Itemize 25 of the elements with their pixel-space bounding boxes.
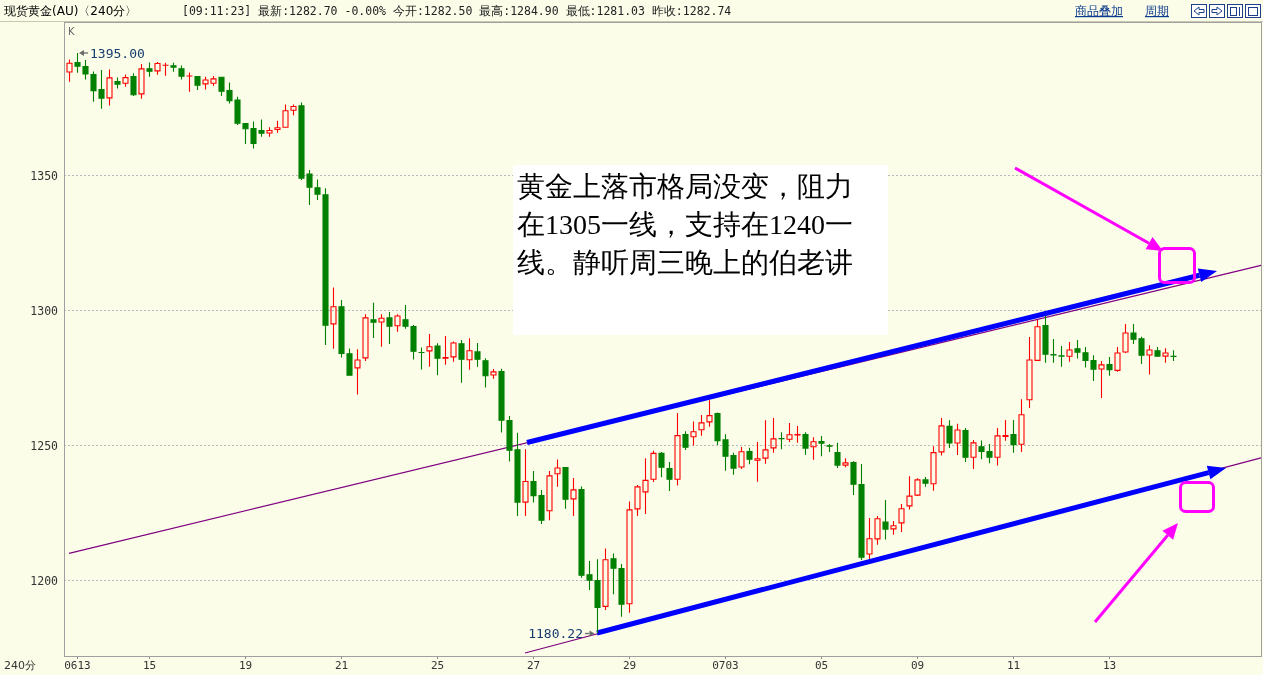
x-tick-label: 13 [1102,659,1117,672]
x-tick-label: 05 [814,659,829,672]
x-tick-label: 21 [334,659,349,672]
text: 商品叠加 [1075,4,1123,18]
y-tick-label: 1250 [30,438,59,453]
x-tick-label: 11 [1006,659,1021,672]
y-tick-label: 1300 [30,303,59,318]
annotation: 1395.00 [90,45,145,61]
x-tick-label: 19 [238,659,253,672]
x-tick-label: 15 [142,659,157,672]
x-tick-label: 27 [526,659,541,672]
x-axis-title: 240分 [4,659,36,672]
annotation: 黄金上落市格局没变，阻力在1305一线，支持在1240一线。静听周三晚上的伯老讲 [513,165,888,335]
x-tick-label: 29 [622,659,637,672]
y-tick-label: 1200 [30,573,59,588]
y-tick-label: 1350 [30,168,59,183]
x-tick-label: 09 [910,659,925,672]
x-tick-label: 0703 [712,659,739,672]
chart-subtitle: [09:11:23] 最新:1282.70 -0.00% 今开:1282.50 最高:1284.90 最低:1281.03 昨收:1282.74 [182,4,732,18]
text: 周期 [1145,4,1169,18]
annotation: 1180.22 [528,626,583,641]
x-tick-label: 0613 [64,659,91,672]
annotation: K [68,26,75,37]
chart-title: 现货黄金(AU)〈240分〉 [4,4,138,18]
x-tick-label: 25 [430,659,445,672]
